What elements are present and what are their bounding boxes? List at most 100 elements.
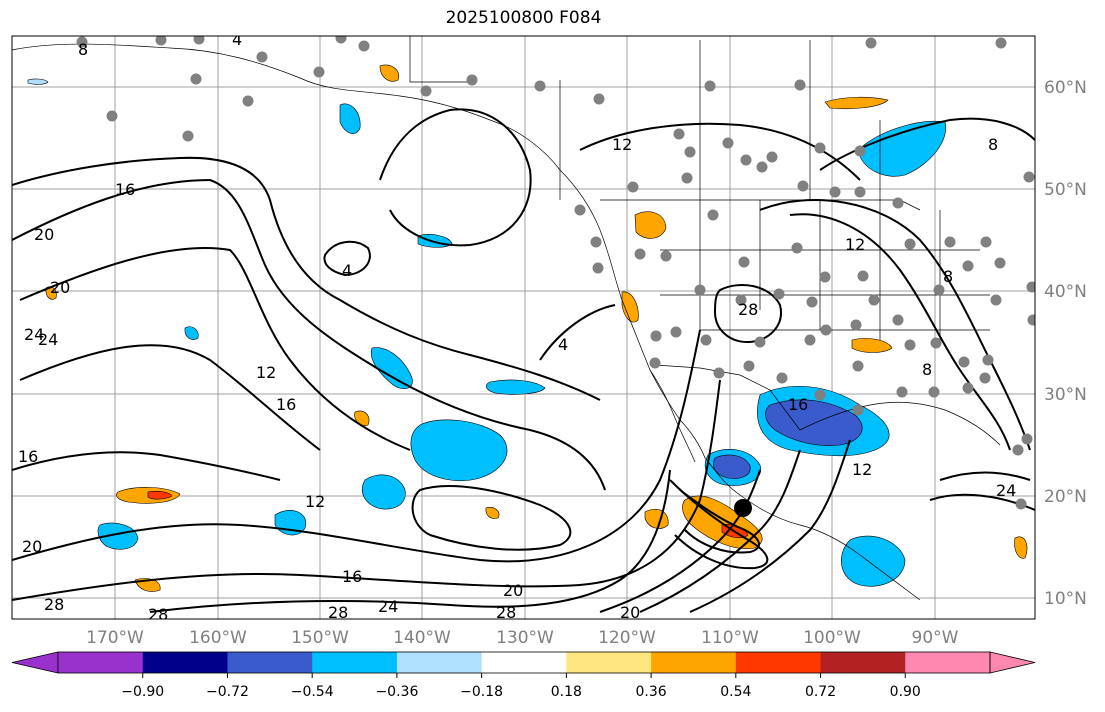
station-dot <box>776 372 788 384</box>
contours <box>12 108 1035 613</box>
station-dot <box>958 356 970 368</box>
station-dot <box>649 357 661 369</box>
station-dot <box>766 151 778 163</box>
colorbar: −0.90 −0.72 −0.54 −0.36 −0.18 0.18 0.36 0.54 0.7… <box>11 651 1036 700</box>
lon-tick-label: 140°W <box>393 628 451 648</box>
colorbar-label: 0.90 <box>890 684 921 700</box>
shade-blue-south <box>841 535 906 587</box>
contour-label: 12 <box>852 460 872 479</box>
colorbar-swatch <box>651 652 737 673</box>
station-dot <box>814 389 826 401</box>
station-dot <box>735 294 747 306</box>
station-dot <box>704 80 716 92</box>
station-dot <box>190 73 202 85</box>
contour-label: 16 <box>276 395 296 414</box>
station-dot <box>1023 171 1035 183</box>
station-dot <box>574 204 586 216</box>
contour-label: 28 <box>148 605 168 624</box>
lat-tick-label: 10°N <box>1044 589 1087 609</box>
station-dot <box>829 186 841 198</box>
station-dot <box>684 146 696 158</box>
station-dot <box>865 37 877 49</box>
contour-label: 28 <box>496 603 516 622</box>
contour-c <box>19 247 411 451</box>
contour-label: 8 <box>943 267 953 286</box>
contour-west-4 <box>539 304 616 361</box>
lon-tick-label: 150°W <box>291 628 349 648</box>
station-dot <box>994 257 1006 269</box>
lon-tick-label: 160°W <box>189 628 247 648</box>
colorbar-label: −0.54 <box>291 684 334 700</box>
station-dot <box>819 271 831 283</box>
lon-tick-label: 170°W <box>86 628 144 648</box>
station-dot <box>1015 498 1027 510</box>
station-dot <box>928 386 940 398</box>
contour-label: 8 <box>988 135 998 154</box>
shade-orange-nw <box>634 211 667 239</box>
contour-label: 20 <box>50 278 70 297</box>
latitude-axis: 60°N 50°N 40°N 30°N 20°N 10°N <box>1044 78 1087 609</box>
station-dot <box>904 238 916 250</box>
station-dot <box>854 145 866 157</box>
lat-tick-label: 60°N <box>1044 78 1087 98</box>
station-dot <box>852 360 864 372</box>
border-canada-provinces <box>559 40 881 200</box>
station-dot <box>1027 314 1035 326</box>
colorbar-swatch <box>396 652 483 673</box>
contour-label: 12 <box>305 492 325 511</box>
colorbar-swatch <box>481 652 567 673</box>
border-states-2 <box>660 249 990 331</box>
lat-tick-label: 20°N <box>1044 487 1087 507</box>
contour-labels: 8 4 12 16 20 24 4 20 24 12 16 12 4 12 28… <box>18 30 1016 624</box>
colorbar-label: 0.72 <box>805 684 836 700</box>
contour-label: 24 <box>378 597 398 616</box>
contour-pac-4 <box>323 240 371 277</box>
colorbar-label: −0.18 <box>460 684 503 700</box>
contour-label: 20 <box>22 537 42 556</box>
contour-i <box>599 469 761 613</box>
station-dot <box>756 161 768 173</box>
station-dot <box>1012 444 1024 456</box>
station-dot <box>700 334 712 346</box>
shade-lightblue-1 <box>27 78 49 85</box>
shade-blue-west <box>97 522 139 550</box>
shade-red-west <box>147 490 173 500</box>
contour-label: 4 <box>558 335 568 354</box>
contour-us-inner <box>713 284 782 344</box>
shade-orange-pac3 <box>485 507 500 519</box>
colorbar-label: −0.72 <box>206 684 249 700</box>
longitude-axis: 170°W 160°W 150°W 140°W 130°W 120°W 110°W 100°W… <box>86 628 959 648</box>
colorbar-frame <box>57 651 991 674</box>
station-dot <box>106 110 118 122</box>
border-states-1 <box>699 200 941 340</box>
shade-orange-pac <box>354 410 370 426</box>
contour-e <box>12 451 281 481</box>
map-panel: 8 4 12 16 20 24 4 20 24 12 16 12 4 12 28… <box>11 30 1036 624</box>
storm-center-marker <box>734 499 752 517</box>
contour-label: 4 <box>342 261 352 280</box>
contour-ne-loop <box>789 213 1011 451</box>
station-dot <box>962 382 974 394</box>
coast-baja <box>649 369 696 463</box>
contour-label: 20 <box>620 603 640 622</box>
station-dot <box>820 324 832 336</box>
lon-tick-label: 130°W <box>496 628 554 648</box>
station-dot <box>534 80 546 92</box>
contour-g <box>12 379 721 601</box>
station-dot <box>593 93 605 105</box>
station-dot <box>979 372 991 384</box>
contour-label: 4 <box>232 30 242 49</box>
station-dot <box>694 284 706 296</box>
colorbar-swatch <box>735 652 822 673</box>
station-dot <box>634 248 646 260</box>
station-dot <box>797 180 809 192</box>
contour-baja2 <box>669 479 769 570</box>
contour-h <box>149 469 671 613</box>
colorbar-swatch <box>58 652 144 673</box>
shade-blue-alaska <box>339 103 361 134</box>
station-dot <box>358 40 370 52</box>
contour-d <box>19 344 321 451</box>
station-dot <box>850 319 862 331</box>
lat-tick-label: 50°N <box>1044 180 1087 200</box>
shade-blue-pacific-4 <box>486 379 546 395</box>
